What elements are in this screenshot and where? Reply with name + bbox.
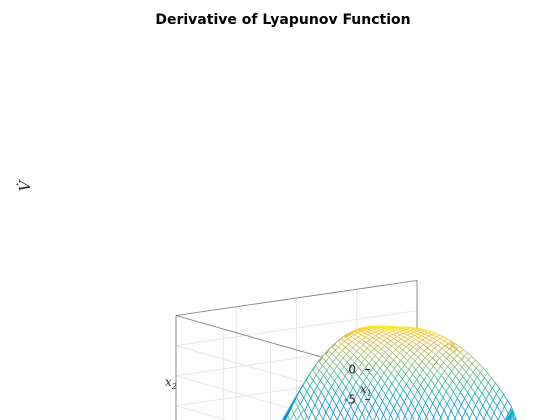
mesh-cell bbox=[402, 415, 408, 420]
grid-line bbox=[175, 405, 228, 420]
back-edge bbox=[175, 280, 418, 316]
z-tick-label: 0 bbox=[348, 363, 356, 377]
z-axis-label: V̇ bbox=[16, 178, 34, 191]
mesh-cell bbox=[431, 416, 436, 420]
mesh-surface bbox=[282, 325, 517, 420]
z-tick-label: -5 bbox=[344, 393, 356, 407]
x-axis-label: x1 bbox=[360, 382, 372, 398]
y-axis-label: x2 bbox=[165, 375, 177, 391]
grid-line bbox=[175, 375, 333, 420]
mesh-cell bbox=[395, 414, 401, 420]
grid-line bbox=[175, 310, 418, 347]
mesh-cell bbox=[409, 415, 415, 420]
z-axis-ticks: 0-5-10-15-20-25-30 bbox=[344, 363, 370, 407]
chart-title: Derivative of Lyapunov Function bbox=[155, 12, 410, 28]
mesh-cell bbox=[424, 415, 429, 420]
mesh-cell bbox=[417, 415, 422, 420]
